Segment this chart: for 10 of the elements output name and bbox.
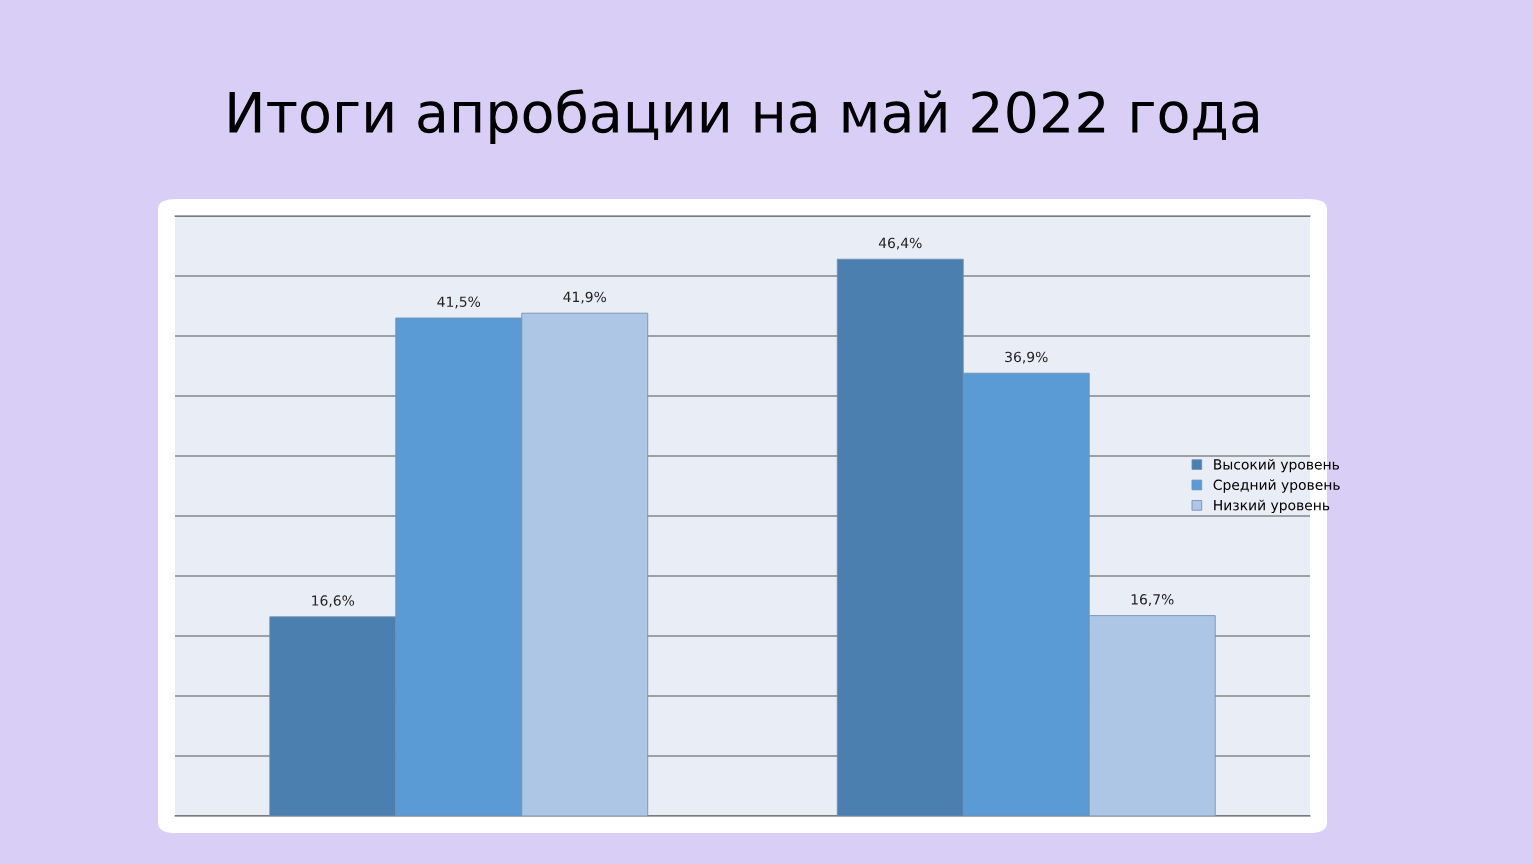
legend-label: Средний уровень xyxy=(1213,479,1340,493)
data-label: 16,7% xyxy=(1131,594,1174,606)
legend-label: Высокий уровень xyxy=(1214,458,1339,473)
data-label: 41,5% xyxy=(437,296,481,309)
legend-label: Низкий уровень xyxy=(1214,499,1330,514)
data-label: 16,6% xyxy=(312,595,355,608)
data-label: 46,4% xyxy=(878,237,922,250)
data-label: 36,9% xyxy=(1005,351,1048,364)
data-label: 41,9% xyxy=(563,291,607,304)
chart-title: Итоги апробации на май 2022 года xyxy=(229,89,1258,144)
